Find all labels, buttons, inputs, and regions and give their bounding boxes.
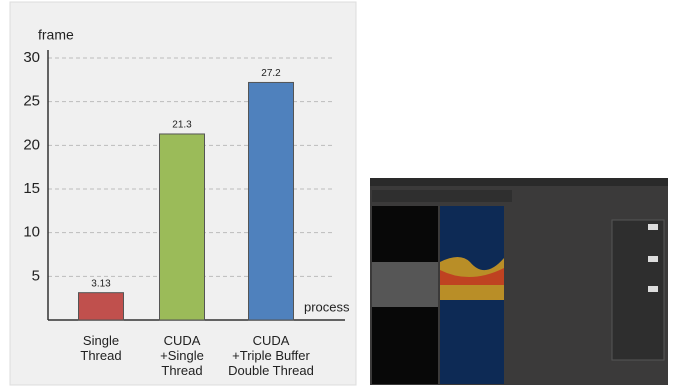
- x-tick-label-line: +Single: [160, 348, 204, 363]
- y-tick-label: 25: [23, 93, 40, 110]
- x-tick-label-line: Single: [83, 333, 119, 348]
- option-button[interactable]: [648, 256, 658, 262]
- app-screenshot: [370, 178, 668, 385]
- toolbar: [372, 190, 512, 202]
- x-tick-label-line: Thread: [161, 363, 202, 378]
- x-tick-label-line: Thread: [80, 348, 121, 363]
- x-axis-label: process: [304, 299, 350, 314]
- y-tick-label: 30: [23, 49, 40, 66]
- y-tick-label: 20: [23, 136, 40, 153]
- option-button[interactable]: [648, 224, 658, 230]
- y-axis-label: frame: [38, 27, 74, 43]
- x-tick-label-line: Double Thread: [228, 363, 314, 378]
- menu-bar: [370, 178, 668, 186]
- figure: frame process 510152025303.13SingleThrea…: [0, 0, 675, 387]
- page: frame process 510152025303.13SingleThrea…: [0, 0, 675, 387]
- bar: [249, 82, 294, 320]
- x-tick-label-line: CUDA: [253, 333, 290, 348]
- y-tick-label: 5: [32, 267, 40, 284]
- option-button[interactable]: [648, 286, 658, 292]
- y-tick-label: 15: [23, 180, 40, 197]
- oct-layer: [372, 262, 438, 307]
- value-label: 27.2: [261, 68, 281, 79]
- y-tick-label: 10: [23, 224, 40, 241]
- x-tick-label-line: CUDA: [164, 333, 201, 348]
- value-label: 3.13: [91, 278, 111, 289]
- bar: [160, 134, 205, 320]
- bar: [79, 293, 124, 320]
- value-label: 21.3: [172, 120, 192, 131]
- x-tick-label-line: +Triple Buffer: [232, 348, 310, 363]
